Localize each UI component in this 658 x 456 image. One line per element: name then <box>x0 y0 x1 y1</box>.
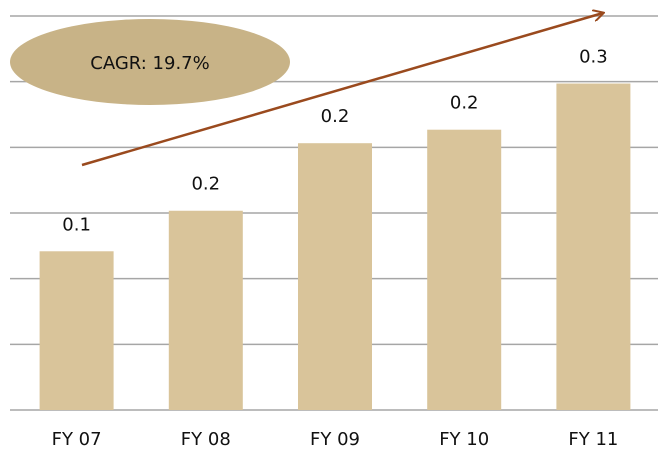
annotation-bubble <box>10 19 290 105</box>
bar <box>427 129 502 410</box>
data-label: 0.3 <box>579 47 608 68</box>
bar <box>556 83 631 411</box>
x-tick-label: FY 09 <box>310 429 360 450</box>
data-label: 0.2 <box>191 174 220 195</box>
bars <box>39 83 631 411</box>
x-tick-label: FY 07 <box>52 429 102 450</box>
data-label: 0.2 <box>321 106 350 127</box>
x-tick-label: FY 10 <box>439 429 489 450</box>
trend-arrow <box>81 13 603 167</box>
x-tick-label: FY 08 <box>181 429 231 450</box>
bar <box>298 143 372 410</box>
x-tick-label: FY 11 <box>568 429 618 450</box>
data-label: 0.2 <box>450 93 479 114</box>
annotation: CAGR: 19.7% <box>90 53 209 74</box>
bar <box>168 210 243 410</box>
bar <box>39 251 114 410</box>
data-label: 0.1 <box>62 214 91 235</box>
